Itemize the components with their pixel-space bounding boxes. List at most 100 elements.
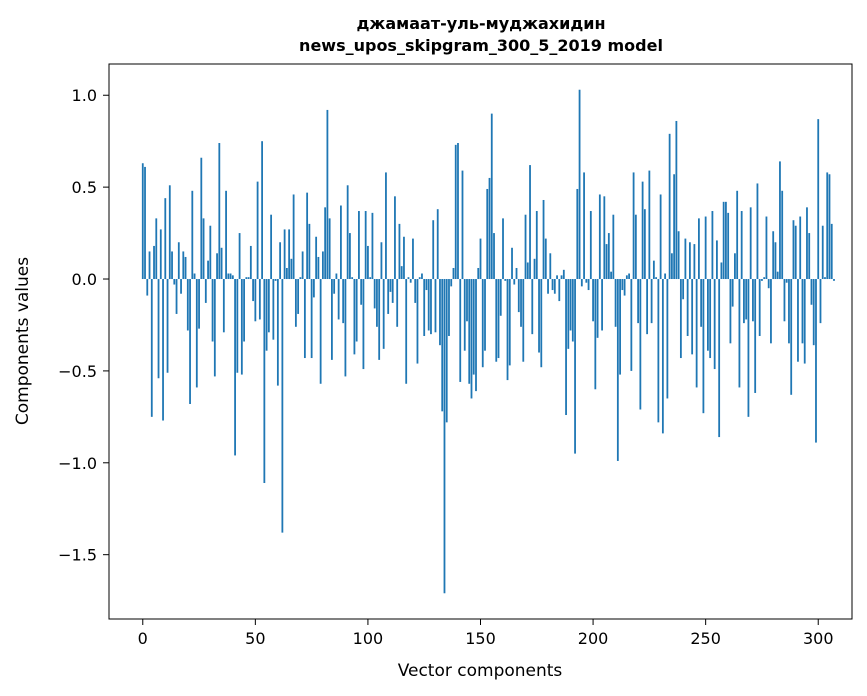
bar [333, 279, 336, 294]
bar [567, 279, 570, 349]
bar [331, 279, 333, 360]
bar [594, 279, 597, 390]
bar [285, 267, 288, 280]
bar [569, 279, 572, 331]
bar [628, 273, 630, 280]
bar [247, 277, 250, 280]
bar [364, 211, 367, 280]
bar [619, 279, 621, 375]
bar [427, 279, 430, 331]
bar [457, 143, 459, 280]
bar [556, 275, 558, 280]
bar [810, 279, 813, 305]
bar [776, 271, 779, 280]
x-axis-label: Vector components [398, 661, 563, 681]
bar [709, 279, 712, 359]
bar [718, 279, 721, 438]
bar [524, 214, 527, 280]
bar [394, 196, 396, 280]
y-tick-label: 0.0 [72, 270, 97, 289]
bar [267, 279, 270, 333]
bar [535, 211, 538, 280]
bar [632, 172, 635, 280]
bar [443, 279, 446, 594]
bar [276, 279, 279, 386]
y-tick-label: 1.0 [72, 86, 97, 105]
bar [661, 279, 664, 434]
bar [371, 212, 374, 280]
bar [234, 279, 236, 456]
bar [592, 279, 594, 322]
bar [207, 260, 209, 280]
bar [587, 279, 590, 291]
bar [522, 279, 525, 362]
bar [812, 279, 815, 346]
bar [553, 279, 556, 294]
y-tick-label: −0.5 [58, 362, 97, 381]
bar [272, 279, 275, 340]
bar [495, 279, 498, 362]
bar [578, 89, 581, 280]
bar [639, 279, 642, 410]
bar [486, 188, 489, 280]
bar [202, 218, 205, 280]
bar [725, 201, 727, 280]
bar [198, 279, 200, 329]
bar [308, 223, 311, 280]
bar [326, 109, 329, 280]
bar [533, 258, 536, 280]
bar [461, 170, 464, 280]
bar [601, 279, 603, 331]
bar [646, 279, 649, 335]
bar [477, 267, 480, 280]
bar [700, 279, 703, 327]
bar [450, 279, 453, 287]
bar [695, 279, 698, 388]
bar [213, 279, 216, 377]
bar [682, 279, 685, 300]
bar [303, 279, 306, 359]
bar [691, 279, 694, 355]
bar [607, 233, 610, 280]
bar [720, 262, 723, 280]
x-tick-label: 50 [245, 629, 265, 648]
bar [808, 233, 811, 280]
bar [403, 236, 405, 280]
bar [652, 260, 655, 280]
bar [144, 166, 146, 280]
bar [412, 238, 414, 280]
bar [722, 201, 725, 280]
bar [468, 279, 471, 384]
bar [761, 279, 763, 281]
bar [488, 177, 491, 280]
bar [565, 279, 567, 416]
bar [738, 279, 741, 388]
bar [716, 240, 718, 280]
bar [387, 279, 390, 314]
bar [216, 253, 218, 280]
bar [670, 253, 673, 280]
bar [549, 253, 552, 280]
bar [479, 238, 482, 280]
bar [195, 279, 198, 388]
bar [337, 279, 340, 320]
bar [749, 207, 752, 280]
bar [664, 273, 667, 280]
bar [513, 279, 516, 285]
bar [466, 279, 468, 322]
bar [792, 220, 795, 280]
bar [281, 279, 284, 533]
bar [788, 279, 790, 344]
bar [358, 211, 360, 280]
bar [673, 174, 676, 280]
bar [745, 279, 748, 320]
bar [688, 242, 691, 280]
bar [504, 279, 507, 281]
bar [155, 218, 158, 280]
bar [279, 242, 282, 280]
bar [598, 194, 601, 280]
bar [288, 229, 291, 280]
bar [204, 279, 207, 303]
bar [815, 279, 817, 443]
chart-title: джамаат-уль-муджахидин [357, 14, 606, 33]
